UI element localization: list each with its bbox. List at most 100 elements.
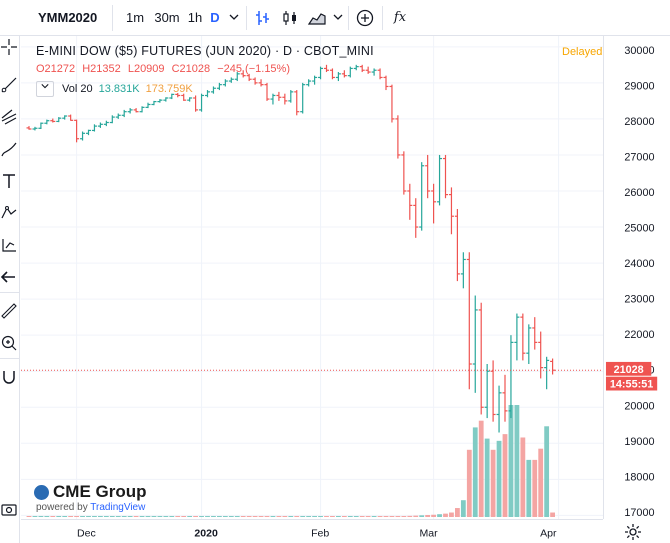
gear-icon[interactable] bbox=[624, 523, 642, 541]
volume-ma-value: 173.759K bbox=[145, 83, 193, 95]
time-tick-label: Mar bbox=[419, 527, 438, 539]
volume-bar bbox=[151, 516, 157, 517]
text-tool-icon[interactable] bbox=[0, 172, 18, 190]
area-style-button[interactable] bbox=[304, 5, 330, 31]
ohlc-bar bbox=[448, 187, 454, 235]
pattern-icon[interactable] bbox=[0, 204, 18, 222]
change-value: −245 (−1.15%) bbox=[217, 63, 290, 75]
ohlc-bar bbox=[169, 93, 175, 100]
price-axis[interactable]: 1700018000190002000021000220002300024000… bbox=[603, 36, 670, 519]
volume-bar bbox=[103, 516, 109, 517]
time-axis[interactable]: Dec 2020 Feb Mar Apr bbox=[21, 519, 603, 543]
volume-bar bbox=[472, 427, 478, 517]
ohlc-bar bbox=[478, 302, 484, 415]
price-chart[interactable] bbox=[21, 36, 603, 519]
volume-bar bbox=[217, 516, 222, 517]
ohlc-bar bbox=[44, 119, 50, 125]
ohlc-bar bbox=[443, 154, 448, 199]
chart-style-dropdown[interactable] bbox=[330, 5, 346, 31]
volume-bar bbox=[359, 516, 365, 517]
symbol-search[interactable]: YMM2020 bbox=[28, 5, 113, 31]
interval-dropdown[interactable] bbox=[226, 5, 242, 31]
brush-icon[interactable] bbox=[0, 140, 18, 158]
camera-icon[interactable] bbox=[0, 500, 18, 518]
forecast-icon[interactable] bbox=[0, 236, 18, 254]
crosshair-icon[interactable] bbox=[0, 38, 18, 56]
volume-bar bbox=[550, 512, 555, 517]
volume-bar bbox=[127, 516, 133, 517]
countdown-badge: 14:55:51 bbox=[605, 376, 658, 391]
volume-bar bbox=[222, 516, 228, 517]
volume-bar bbox=[377, 516, 383, 517]
magnet-icon[interactable] bbox=[0, 368, 18, 386]
volume-bar bbox=[324, 516, 329, 517]
volume-bar bbox=[383, 516, 389, 517]
time-tick-label: Feb bbox=[311, 527, 329, 539]
volume-bar bbox=[38, 516, 44, 517]
volume-bar bbox=[508, 405, 514, 517]
ohlc-bar bbox=[109, 115, 115, 124]
time-tick-label: Apr bbox=[540, 527, 557, 539]
volume-bar bbox=[294, 516, 300, 517]
indicators-button[interactable]: fx bbox=[388, 5, 412, 31]
volume-bar bbox=[80, 516, 85, 517]
interval-1m[interactable]: 1m bbox=[125, 10, 145, 25]
ohlc-bar bbox=[514, 313, 520, 361]
delayed-badge: Delayed bbox=[562, 46, 603, 58]
ohlc-bar bbox=[68, 114, 74, 121]
ruler-icon[interactable] bbox=[0, 302, 18, 320]
ohlc-bar bbox=[228, 77, 234, 83]
compare-button[interactable] bbox=[352, 5, 378, 31]
ohlc-bar bbox=[288, 90, 294, 103]
ohlc-bar bbox=[329, 68, 335, 80]
interval-d[interactable]: D bbox=[210, 10, 220, 25]
price-tick-label: 25000 bbox=[624, 223, 654, 235]
volume-bar bbox=[538, 448, 544, 517]
volume-bar bbox=[240, 516, 246, 517]
volume-bar bbox=[514, 405, 520, 517]
ohlc-bar bbox=[205, 90, 210, 98]
ohlc-bar bbox=[199, 93, 205, 112]
plus-circle-icon bbox=[356, 9, 374, 27]
ohlc-bar bbox=[520, 313, 526, 361]
candles-style-button[interactable] bbox=[278, 5, 302, 31]
cme-logo[interactable]: CME Group bbox=[34, 482, 147, 502]
zoom-in-icon[interactable] bbox=[0, 334, 18, 352]
volume-bar bbox=[425, 514, 431, 517]
ohlc-bar bbox=[56, 117, 62, 123]
pitchfork-icon[interactable] bbox=[0, 108, 18, 126]
price-tick-label: 19000 bbox=[624, 436, 654, 448]
volume-label: Vol 20 bbox=[62, 83, 93, 95]
powered-by[interactable]: powered by TradingView bbox=[36, 502, 145, 513]
tradingview-link[interactable]: TradingView bbox=[90, 502, 146, 513]
powered-by-prefix: powered by bbox=[36, 502, 91, 513]
volume-bar bbox=[330, 516, 335, 517]
interval-30m[interactable]: 30m bbox=[154, 10, 180, 25]
collapse-legend-button[interactable] bbox=[36, 81, 54, 97]
last-price-badge: 21028 bbox=[605, 361, 652, 376]
volume-bar bbox=[353, 516, 359, 517]
price-tick-label: 27000 bbox=[624, 152, 654, 164]
ohlc-bar bbox=[550, 358, 556, 375]
ohlc-bar bbox=[127, 108, 133, 114]
price-tick-label: 20000 bbox=[624, 400, 654, 412]
ohlc-bar bbox=[294, 90, 300, 116]
volume-bar bbox=[246, 516, 252, 517]
volume-bar bbox=[413, 515, 419, 517]
volume-bar bbox=[175, 516, 181, 517]
volume-bar bbox=[56, 516, 62, 517]
bar-chart-style-button[interactable] bbox=[250, 5, 276, 31]
volume-bar bbox=[115, 516, 121, 517]
interval-1h[interactable]: 1h bbox=[187, 10, 203, 25]
ohlc-bar bbox=[252, 77, 258, 85]
ohlc-bar bbox=[377, 68, 383, 80]
volume-bar bbox=[449, 512, 454, 517]
volume-bar bbox=[211, 516, 216, 517]
series-title: E-MINI DOW ($5) FUTURES (JUN 2020) · D ·… bbox=[36, 44, 374, 58]
ohlc-bar bbox=[151, 100, 157, 106]
volume-bar bbox=[145, 516, 151, 517]
trend-line-icon[interactable] bbox=[0, 76, 18, 94]
arrow-icon[interactable] bbox=[0, 268, 18, 286]
ohlc-bar bbox=[91, 124, 97, 132]
high-value: H21352 bbox=[82, 63, 121, 75]
